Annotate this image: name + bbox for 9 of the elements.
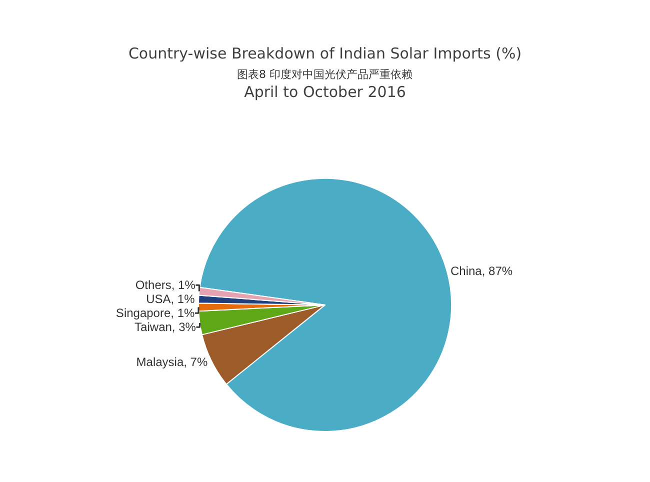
slice-label: Others, 1% xyxy=(135,278,196,292)
chart-subtitle: April to October 2016 xyxy=(244,83,406,102)
chart-title: Country-wise Breakdown of Indian Solar Imports (%) xyxy=(128,44,522,63)
slice-label: Taiwan, 3% xyxy=(134,320,196,334)
slice-label: USA, 1% xyxy=(146,292,196,306)
slice-label: Singapore, 1% xyxy=(116,306,195,320)
slice-label: China, 87% xyxy=(450,264,513,278)
slice-label: Malaysia, 7% xyxy=(136,355,208,370)
text: 图表8 印度对中国光伏产品严重依赖 xyxy=(237,68,412,81)
